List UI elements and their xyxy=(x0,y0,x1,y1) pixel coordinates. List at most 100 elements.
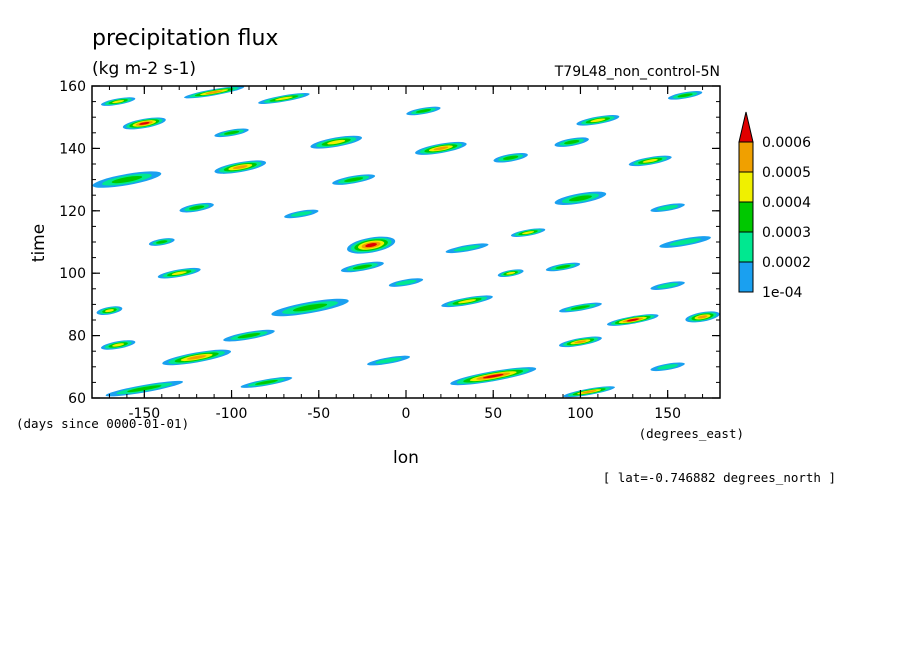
precip-contour-level-4 xyxy=(506,271,516,275)
precip-contour-level-4 xyxy=(274,96,293,101)
precip-feature-21 xyxy=(157,267,201,279)
precip-feature-34 xyxy=(240,376,293,388)
precip-contour-level-2 xyxy=(453,245,481,252)
precip-contour-level-5 xyxy=(581,390,597,394)
x-axis-units: (degrees_east) xyxy=(639,426,744,441)
precip-contour-level-3 xyxy=(156,240,168,244)
precip-feature-26 xyxy=(685,311,720,323)
precip-feature-11 xyxy=(493,152,528,163)
axis-ticks: -150 -100 -50 0 50 100 150 60 80 100 120 140 160 xyxy=(59,79,721,422)
precip-contour-level-2 xyxy=(375,357,402,364)
precip-contour-level-2 xyxy=(657,205,679,211)
precip-feature-12 xyxy=(554,137,589,147)
precip-contour-level-6 xyxy=(139,121,150,125)
precip-feature-24 xyxy=(558,302,602,313)
precip-feature-6 xyxy=(184,86,245,99)
x-tick-label: 0 xyxy=(402,406,411,422)
colorbar-swatch-5 xyxy=(738,141,754,173)
precip-feature-19 xyxy=(497,269,524,278)
plot-frame xyxy=(91,85,721,399)
precip-contour-level-3 xyxy=(415,109,432,113)
y-axis-units: (days since 0000-01-01) xyxy=(16,416,189,431)
colorbar: 1e-04 0.0002 0.0003 0.0004 0.0005 0.0006 xyxy=(738,111,811,301)
precip-contour-level-3 xyxy=(503,155,519,160)
plot-border xyxy=(91,85,721,399)
colorbar-label: 0.0006 xyxy=(762,135,811,151)
precip-feature-18 xyxy=(545,262,581,272)
x-tick-label: 50 xyxy=(484,406,502,422)
precip-feature-4 xyxy=(179,202,214,213)
precip-contour-level-5 xyxy=(232,165,248,170)
precip-feature-10 xyxy=(415,141,467,155)
precip-contour-level-3 xyxy=(677,93,693,98)
precip-contour-level-2 xyxy=(395,279,417,286)
precip-contour-level-3 xyxy=(292,303,328,312)
precip-feature-7 xyxy=(100,97,136,106)
precip-contour-level-4 xyxy=(522,231,535,235)
precip-feature-5 xyxy=(258,92,310,104)
colorbar-label: 0.0002 xyxy=(762,255,811,271)
precip-contour-level-3 xyxy=(352,264,372,270)
precip-contour-level-5 xyxy=(186,355,207,360)
precip-contour-level-5 xyxy=(205,90,223,95)
precip-contour-level-5 xyxy=(574,340,587,344)
colorbar-label: 0.0004 xyxy=(762,195,811,211)
precip-contour-level-3 xyxy=(111,175,143,184)
precip-contour-level-5 xyxy=(697,315,708,319)
colorbar-swatch-4 xyxy=(738,171,754,203)
precip-contour-level-3 xyxy=(237,332,261,339)
precip-feature-22 xyxy=(271,298,349,317)
colorbar-extend-arrow xyxy=(738,111,754,143)
y-tick-label: 60 xyxy=(68,391,86,407)
precip-contour-level-4 xyxy=(327,139,346,145)
dataset-label: T79L48_non_control-5N xyxy=(554,64,720,80)
precip-feature-29 xyxy=(100,340,136,350)
y-tick-label: 100 xyxy=(59,266,86,282)
precip-feature-9 xyxy=(332,174,376,185)
precip-contour-level-3 xyxy=(254,379,278,385)
precip-feature-25 xyxy=(607,314,659,326)
precip-feature-14 xyxy=(554,191,607,206)
colorbar-label: 1e-04 xyxy=(762,285,802,301)
precip-feature-15 xyxy=(659,236,711,248)
precip-feature-41 xyxy=(96,306,123,315)
precip-contour-level-3 xyxy=(344,177,364,182)
precip-feature-45 xyxy=(388,278,424,287)
precip-contour-level-6 xyxy=(365,243,377,248)
precip-contour-level-4 xyxy=(112,100,125,104)
precip-feature-20 xyxy=(340,261,384,273)
precip-feature-2 xyxy=(122,117,166,130)
precip-feature-43 xyxy=(284,209,319,219)
precip-contour-level-5 xyxy=(433,146,449,151)
precip-contour-level-3 xyxy=(555,265,571,269)
precip-feature-40 xyxy=(667,91,703,100)
precip-feature-0 xyxy=(347,236,396,254)
colorbar-swatch-2 xyxy=(738,231,754,263)
precip-feature-44 xyxy=(148,238,175,246)
precip-contour-level-3 xyxy=(564,140,580,145)
y-axis-label: time xyxy=(29,224,49,262)
precip-feature-3 xyxy=(92,171,162,188)
precip-feature-23 xyxy=(441,295,493,308)
precip-contour-level-2 xyxy=(669,238,701,246)
x-axis-label: lon xyxy=(393,448,419,468)
precip-contour-level-3 xyxy=(189,205,205,210)
precip-feature-33 xyxy=(105,380,183,397)
precip-feature-39 xyxy=(576,115,620,126)
precip-feature-31 xyxy=(450,367,537,386)
y-tick-label: 80 xyxy=(68,329,86,345)
precip-contour-level-4 xyxy=(171,271,187,276)
x-tick-label: 100 xyxy=(567,406,594,422)
precip-feature-36 xyxy=(650,362,685,372)
y-tick-label: 140 xyxy=(59,141,86,157)
precip-feature-42 xyxy=(650,203,685,212)
precip-feature-13 xyxy=(628,155,672,167)
precip-contour-level-4 xyxy=(458,299,477,304)
precip-field xyxy=(92,86,720,398)
colorbar-label: 0.0005 xyxy=(762,165,811,181)
precip-contour-level-2 xyxy=(657,283,679,289)
precip-feature-28 xyxy=(162,349,232,366)
x-tick-label: 150 xyxy=(654,406,681,422)
precip-contour-level-3 xyxy=(127,385,162,393)
